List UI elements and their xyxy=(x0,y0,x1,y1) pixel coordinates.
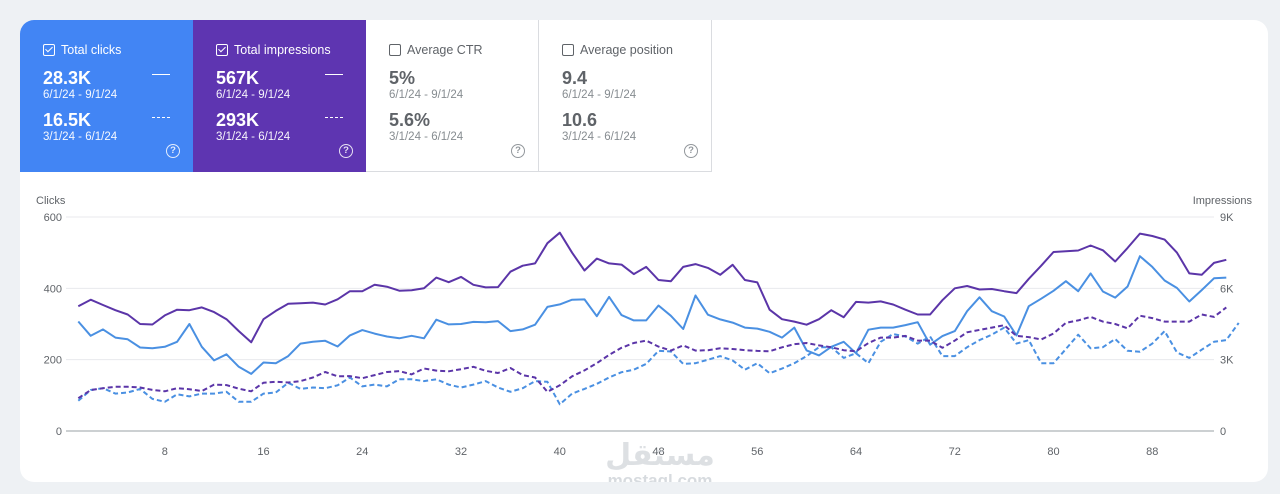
x-tick-label: 8 xyxy=(162,446,168,458)
y-right-tick-label: 3K xyxy=(1220,355,1234,367)
card-label: Total impressions xyxy=(234,43,331,57)
card-value-previous: 293K xyxy=(216,110,260,130)
card-value-previous: 16.5K xyxy=(43,110,92,130)
metric-cards: Total clicks 28.3K 6/1/24 - 9/1/24 16.5K… xyxy=(20,20,712,172)
y-right-tick-label: 6K xyxy=(1220,283,1234,295)
card-range-current: 6/1/24 - 9/1/24 xyxy=(562,89,637,101)
card-value-current: 28.3K xyxy=(43,68,92,88)
x-tick-label: 16 xyxy=(257,446,269,458)
card-value-current: 5% xyxy=(389,68,416,88)
card-range-previous: 3/1/24 - 6/1/24 xyxy=(43,131,118,143)
card-range-previous: 3/1/24 - 6/1/24 xyxy=(216,131,291,143)
y-right-tick-label: 0 xyxy=(1220,426,1226,438)
performance-chart: Clicks 0 200 400 600 Impressions 0 3K 6K 9K 8 16 24 3… xyxy=(20,190,1268,482)
checkbox-icon[interactable] xyxy=(216,44,228,56)
dashed-line-legend-icon xyxy=(325,117,343,118)
y-left-tick-label: 600 xyxy=(44,212,62,224)
card-value-current: 567K xyxy=(216,68,260,88)
card-average-position[interactable]: Average position 9.4 6/1/24 - 9/1/24 10.… xyxy=(539,20,712,172)
card-range-previous: 3/1/24 - 6/1/24 xyxy=(562,131,637,143)
x-tick-label: 56 xyxy=(751,446,763,458)
y-axis-right-title: Impressions xyxy=(1193,195,1253,207)
x-tick-label: 40 xyxy=(554,446,566,458)
y-right-tick-label: 9K xyxy=(1220,212,1234,224)
y-left-tick-label: 200 xyxy=(44,355,62,367)
x-tick-label: 32 xyxy=(455,446,467,458)
checkbox-icon[interactable] xyxy=(389,44,401,56)
series-line-1 xyxy=(77,231,1227,344)
chart-svg: Clicks 0 200 400 600 Impressions 0 3K 6K 9K 8 16 24 3… xyxy=(36,195,1253,458)
help-icon[interactable]: ? xyxy=(339,144,353,158)
solid-line-legend-icon xyxy=(152,74,170,75)
dashed-line-legend-icon xyxy=(152,117,170,118)
x-tick-label: 72 xyxy=(949,446,961,458)
series-line-2 xyxy=(77,322,1240,406)
x-tick-label: 24 xyxy=(356,446,368,458)
x-tick-label: 64 xyxy=(850,446,862,458)
card-range-previous: 3/1/24 - 6/1/24 xyxy=(389,131,464,143)
card-label: Average position xyxy=(580,43,673,57)
help-icon[interactable]: ? xyxy=(166,144,180,158)
card-value-current: 9.4 xyxy=(562,68,588,88)
series-line-3 xyxy=(77,306,1227,400)
x-tick-label: 88 xyxy=(1146,446,1158,458)
checkbox-icon[interactable] xyxy=(562,44,574,56)
help-icon[interactable]: ? xyxy=(511,144,525,158)
checkbox-icon[interactable] xyxy=(43,44,55,56)
card-value-previous: 5.6% xyxy=(389,110,431,130)
card-range-current: 6/1/24 - 9/1/24 xyxy=(216,89,291,101)
card-total-impressions[interactable]: Total impressions 567K 6/1/24 - 9/1/24 2… xyxy=(193,20,366,172)
x-tick-label: 80 xyxy=(1047,446,1059,458)
x-tick-label: 48 xyxy=(652,446,664,458)
series-line-0 xyxy=(77,255,1227,375)
card-range-current: 6/1/24 - 9/1/24 xyxy=(43,89,118,101)
card-range-current: 6/1/24 - 9/1/24 xyxy=(389,89,464,101)
performance-panel: Total clicks 28.3K 6/1/24 - 9/1/24 16.5K… xyxy=(20,20,1268,482)
card-total-clicks[interactable]: Total clicks 28.3K 6/1/24 - 9/1/24 16.5K… xyxy=(20,20,193,172)
y-left-tick-label: 0 xyxy=(56,426,62,438)
solid-line-legend-icon xyxy=(325,74,343,75)
y-axis-left-title: Clicks xyxy=(36,195,66,207)
card-value-previous: 10.6 xyxy=(562,110,598,130)
y-left-tick-label: 400 xyxy=(44,283,62,295)
card-label: Total clicks xyxy=(61,43,122,57)
card-average-ctr[interactable]: Average CTR 5% 6/1/24 - 9/1/24 5.6% 3/1/… xyxy=(366,20,539,172)
help-icon[interactable]: ? xyxy=(684,144,698,158)
card-label: Average CTR xyxy=(407,43,483,57)
